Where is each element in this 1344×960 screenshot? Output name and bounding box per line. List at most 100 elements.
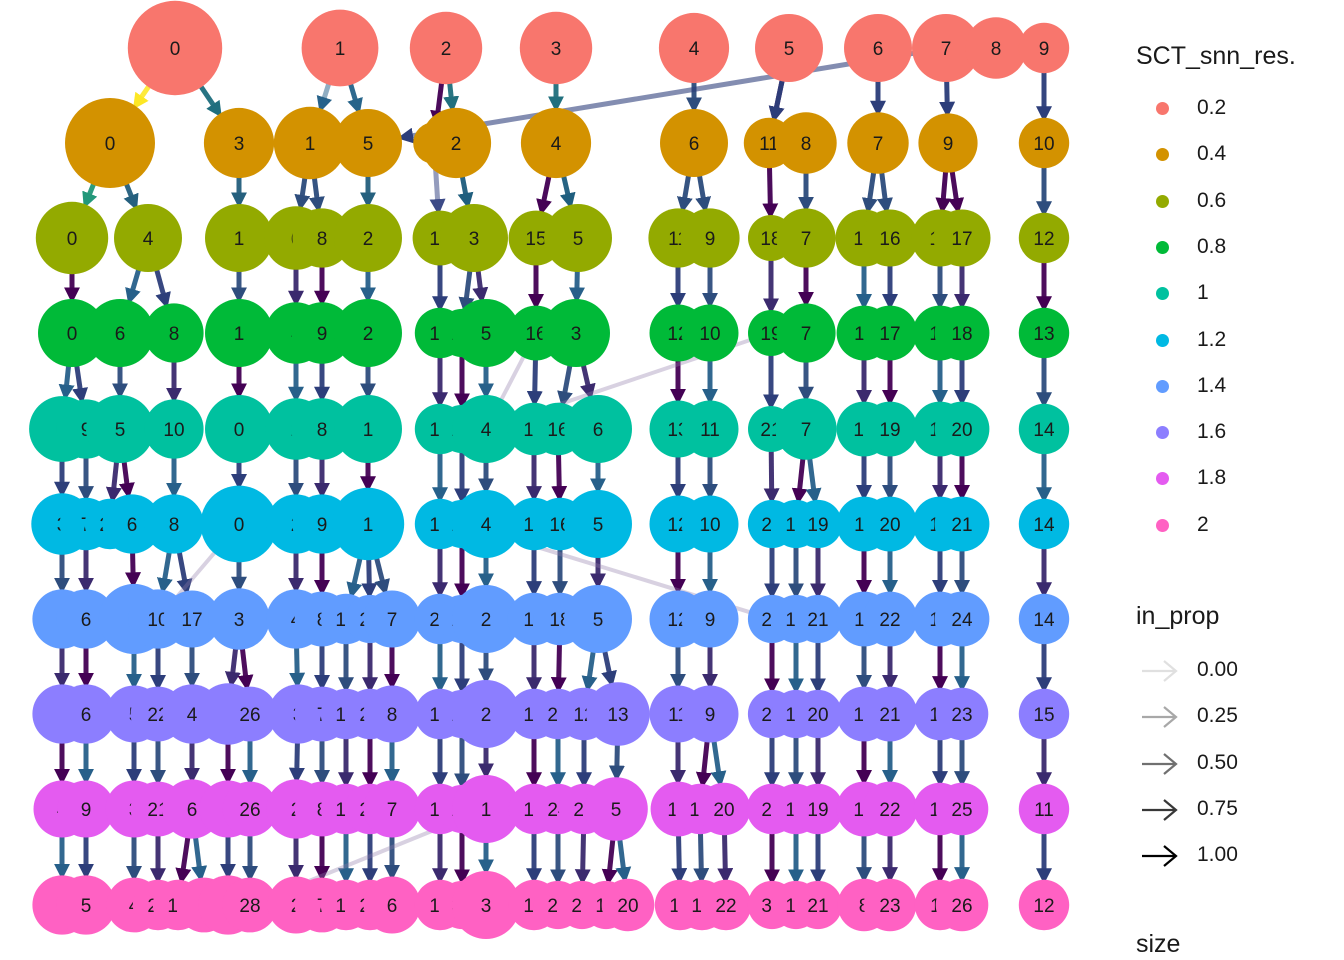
- cluster-node: 6: [564, 395, 632, 463]
- cluster-node: 15: [1018, 688, 1070, 740]
- cluster-node-circle: [452, 395, 520, 463]
- tree-edge: [762, 165, 779, 220]
- cluster-node-label: 6: [593, 420, 604, 441]
- res-legend-item: 2: [1120, 503, 1344, 549]
- cluster-node: 8: [775, 112, 837, 174]
- cluster-node-label: 14: [1033, 420, 1055, 441]
- cluster-node-circle: [102, 494, 162, 554]
- tree-edge: [526, 356, 543, 408]
- tree-edge: [472, 266, 489, 304]
- cluster-node-label: 21: [807, 610, 828, 631]
- tree-edge: [935, 169, 952, 214]
- cluster-node: 10: [144, 399, 204, 459]
- cluster-node-circle: [934, 496, 990, 552]
- cluster-node-circle: [601, 878, 655, 932]
- cluster-node-circle: [564, 490, 632, 558]
- cluster-node: 22: [862, 591, 918, 647]
- cluster-node-circle: [273, 106, 347, 180]
- cluster-node-circle: [363, 685, 421, 743]
- cluster-node: 21: [862, 686, 918, 742]
- prop-legend-label: 0.50: [1197, 750, 1238, 774]
- cluster-node: 11: [681, 400, 739, 458]
- cluster-node-label: 20: [713, 800, 734, 821]
- cluster-node-label: 8: [801, 134, 812, 155]
- cluster-node-circle: [792, 783, 844, 835]
- cluster-node: 0: [65, 98, 155, 188]
- cluster-node-label: 22: [715, 896, 736, 917]
- cluster-node-circle: [114, 204, 182, 272]
- cluster-node-label: 7: [801, 420, 812, 441]
- cluster-node-label: 21: [807, 896, 828, 917]
- cluster-node: 2: [334, 204, 402, 272]
- cluster-node-circle: [86, 299, 154, 367]
- cluster-node: 21: [793, 594, 843, 644]
- cluster-node-label: 19: [807, 800, 828, 821]
- cluster-node: 9: [57, 780, 115, 838]
- tree-edge: [550, 641, 567, 694]
- cluster-node-label: 19: [760, 324, 781, 345]
- cluster-node-circle: [440, 204, 508, 272]
- cluster-node-label: 2: [481, 610, 492, 631]
- cluster-node-circle: [291, 302, 353, 364]
- cluster-node-circle: [681, 495, 739, 553]
- cluster-node-label: 17: [181, 610, 202, 631]
- cluster-node-label: 16: [879, 229, 900, 250]
- tree-edge: [580, 360, 596, 401]
- cluster-node: 7: [363, 780, 421, 838]
- cluster-node-label: 3: [234, 134, 245, 155]
- cluster-node: 5: [56, 875, 116, 935]
- cluster-node-label: 3: [481, 896, 492, 917]
- cluster-node-label: 9: [943, 134, 954, 155]
- cluster-node: 1: [301, 9, 379, 87]
- cluster-node-circle: [334, 395, 402, 463]
- cluster-node-circle: [935, 878, 989, 932]
- cluster-node: 16: [861, 209, 919, 267]
- cluster-node: 0: [38, 299, 106, 367]
- cluster-node: 28: [222, 877, 278, 933]
- cluster-node: 6: [56, 589, 116, 649]
- cluster-node-label: 11: [1034, 800, 1054, 821]
- cluster-node-label: 7: [941, 39, 952, 60]
- cluster-node-circle: [934, 591, 990, 647]
- tree-edge: [717, 831, 734, 885]
- cluster-node-circle: [918, 113, 978, 173]
- cluster-node-label: 0: [67, 324, 78, 345]
- cluster-node: 10: [1018, 117, 1070, 169]
- cluster-node-circle: [1018, 403, 1070, 455]
- res-legend-dot: [1156, 102, 1169, 115]
- cluster-node-circle: [700, 879, 752, 931]
- cluster-node-label: 24: [951, 610, 973, 631]
- tree-edge: [457, 173, 474, 209]
- cluster-node-circle: [1018, 22, 1070, 74]
- cluster-node: 21: [934, 496, 990, 552]
- cluster-node-circle: [862, 781, 918, 837]
- cluster-node-label: 9: [705, 229, 716, 250]
- cluster-node: 25: [935, 782, 989, 836]
- cluster-node: 3: [542, 299, 610, 367]
- cluster-node-label: 7: [387, 610, 398, 631]
- cluster-node: 9: [1018, 22, 1070, 74]
- cluster-node-label: 6: [115, 324, 126, 345]
- cluster-node: 20: [697, 782, 751, 836]
- cluster-node-circle: [1018, 117, 1070, 169]
- cluster-node: 12: [1018, 879, 1070, 931]
- cluster-node-circle: [863, 878, 917, 932]
- cluster-node-circle: [658, 12, 730, 84]
- cluster-node-label: 9: [1039, 39, 1050, 60]
- cluster-node-label: 5: [611, 800, 622, 821]
- cluster-node-circle: [334, 204, 402, 272]
- arrow-icon: [1142, 799, 1178, 821]
- cluster-node: 26: [222, 686, 278, 742]
- cluster-node-circle: [681, 304, 739, 362]
- cluster-node-circle: [1018, 212, 1070, 264]
- cluster-node: 4: [452, 490, 520, 558]
- res-legend-dot: [1156, 194, 1169, 208]
- tree-edge: [156, 548, 173, 595]
- tree-edge: [125, 265, 143, 305]
- cluster-node: 4: [452, 395, 520, 463]
- cluster-node: 12: [1018, 212, 1070, 264]
- tree-edge: [361, 554, 378, 600]
- cluster-node: 6: [660, 109, 728, 177]
- cluster-node: 17: [933, 209, 991, 267]
- cluster-node-circle: [205, 204, 273, 272]
